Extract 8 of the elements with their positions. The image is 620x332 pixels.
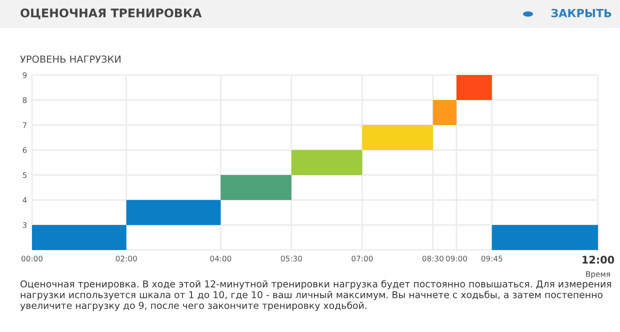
bar [220,175,292,200]
chart-title: ОЦЕНОЧНАЯ ТРЕНИРОВКА [20,8,202,20]
x-tick-label: 12:00 [582,256,614,264]
text: Оценочная тренировка. В ходе этой 12-минутной тренировки нагрузка будет постоянно повышаться. Для измерения нагрузки используется шкала от 1 до 10, где 10 - ваш личный максимум. Вы начнете с ходьбы, а затем постепенно увеличите нагрузку до 9, после чего закончите тренировку ходьбой. [20,280,612,311]
text: ЗАКРЫТЬ [551,8,612,18]
y-axis-title: УРОВЕНЬ НАГРУЗКИ [20,55,120,63]
bar [362,125,433,150]
bar [291,150,362,175]
